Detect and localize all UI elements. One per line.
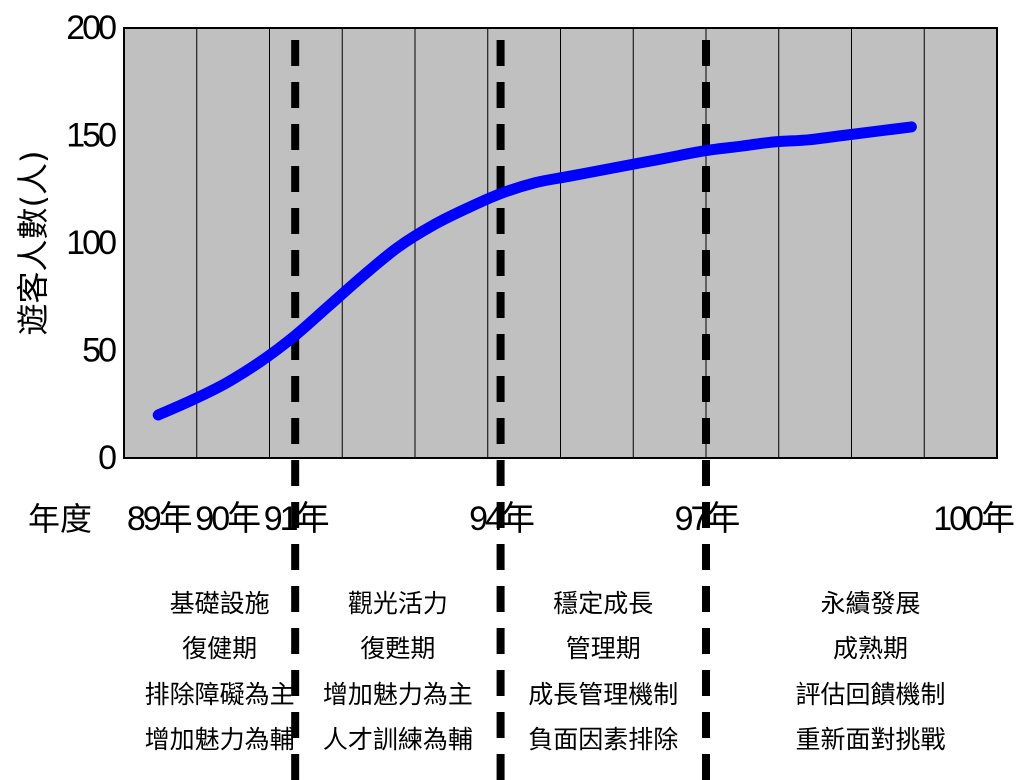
phase-label: 排除障礙為主 — [145, 680, 295, 709]
x-axis-title: 年度 — [28, 500, 92, 538]
phase-label: 復健期 — [182, 634, 257, 663]
x-axis-labels: 89年 90年 91年 94年 97年 100年 — [127, 500, 1017, 538]
phase-label: 評估回饋機制 — [795, 680, 945, 709]
y-tick-label: 200 — [66, 9, 116, 47]
y-axis-ticks: 0 50 100 150 200 — [66, 9, 119, 477]
x-tick-label: 89年 — [127, 500, 192, 538]
y-tick-label: 100 — [66, 224, 116, 262]
x-tick-label: 90年 — [195, 500, 260, 538]
grid-lines — [196, 28, 925, 458]
y-tick-label: 0 — [98, 439, 116, 477]
phase-label: 成熟期 — [833, 634, 908, 663]
x-tick-label: 94年 — [469, 500, 534, 538]
x-tick-label: 97年 — [675, 500, 740, 538]
y-tick-label: 50 — [82, 332, 116, 370]
y-axis-title: 遊客人數(人) — [14, 151, 52, 336]
phase-label: 負面因素排除 — [528, 725, 678, 754]
phase-label: 人才訓練為輔 — [323, 725, 473, 754]
phase-label: 重新面對挑戰 — [795, 725, 945, 754]
y-tick-label: 150 — [66, 117, 116, 155]
phase-label: 管理期 — [566, 634, 641, 663]
x-tick-label: 91年 — [264, 500, 329, 538]
phase-label: 永續發展 — [820, 589, 920, 618]
phase-label: 基礎設施 — [170, 589, 270, 618]
phase-label: 復甦期 — [360, 634, 435, 663]
phase-label: 增加魅力為主 — [323, 680, 473, 709]
phase-label: 成長管理機制 — [528, 680, 678, 709]
x-tick-label: 100年 — [933, 500, 1014, 538]
series-line — [152, 121, 917, 421]
phase-label: 增加魅力為輔 — [145, 725, 295, 754]
phase-label: 觀光活力 — [348, 589, 448, 618]
phase-label: 穩定成長 — [553, 589, 653, 618]
